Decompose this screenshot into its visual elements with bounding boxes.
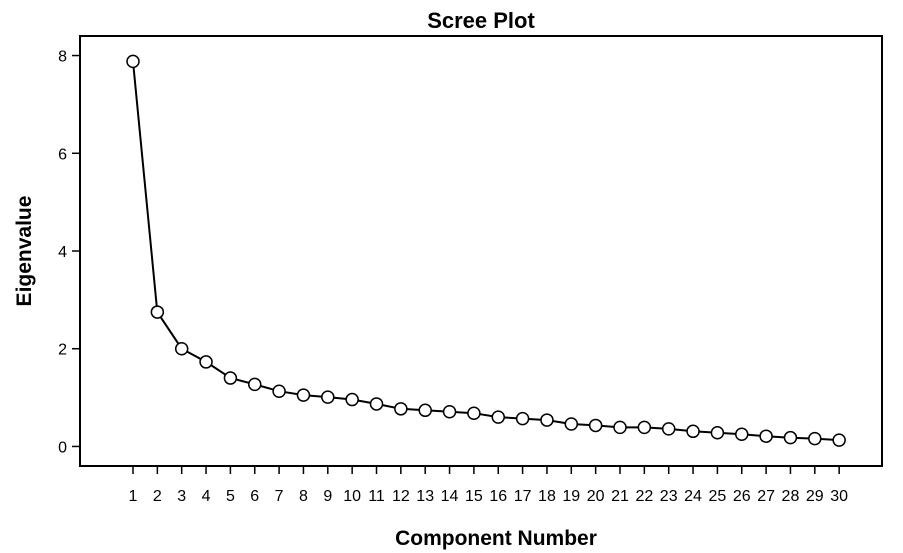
data-point-20 <box>588 418 603 433</box>
data-point-14 <box>442 405 457 419</box>
x-tick-label-15: 15 <box>465 488 483 505</box>
x-tick-label-2: 2 <box>153 488 162 505</box>
y-tick-label-0: 0 <box>58 439 67 456</box>
data-point-8 <box>296 388 311 402</box>
data-point-17 <box>515 411 530 426</box>
x-tick-label-27: 27 <box>757 488 775 505</box>
x-tick-label-5: 5 <box>226 488 235 505</box>
x-tick-label-10: 10 <box>343 488 361 505</box>
x-tick-label-18: 18 <box>538 488 556 505</box>
x-tick-label-20: 20 <box>587 488 605 505</box>
data-point-5 <box>223 371 238 385</box>
y-tick-label-2: 2 <box>58 342 67 359</box>
data-point-13 <box>418 403 432 418</box>
x-tick-label-6: 6 <box>250 488 259 505</box>
x-tick-label-14: 14 <box>441 488 459 505</box>
data-point-2 <box>150 305 165 319</box>
x-tick-label-22: 22 <box>635 488 653 505</box>
data-point-19 <box>564 417 579 431</box>
y-tick-label-6: 6 <box>58 146 67 163</box>
x-tick-label-1: 1 <box>129 488 138 505</box>
data-point-25 <box>710 426 725 440</box>
x-tick-label-9: 9 <box>323 488 332 505</box>
data-point-21 <box>613 420 627 435</box>
data-point-12 <box>394 402 408 416</box>
y-tick-label-8: 8 <box>58 49 67 66</box>
x-tick-label-12: 12 <box>392 488 410 505</box>
series-eigenvalues <box>126 54 846 447</box>
data-point-10 <box>345 392 359 407</box>
x-tick-label-8: 8 <box>299 488 308 505</box>
y-axis-label: Eigenvalue <box>13 196 36 307</box>
data-point-11 <box>369 397 384 411</box>
x-tick-label-28: 28 <box>782 488 800 505</box>
x-tick-label-25: 25 <box>709 488 727 505</box>
x-tick-label-11: 11 <box>368 488 385 505</box>
x-tick-label-13: 13 <box>416 488 434 505</box>
data-point-9 <box>321 390 335 404</box>
data-point-24 <box>686 424 700 439</box>
data-point-1 <box>126 54 140 69</box>
data-point-16 <box>491 410 505 424</box>
x-tick-label-24: 24 <box>684 488 702 505</box>
x-tick-label-23: 23 <box>660 488 678 505</box>
data-point-27 <box>759 429 773 443</box>
data-point-30 <box>832 433 846 447</box>
data-point-18 <box>540 413 554 427</box>
x-tick-label-26: 26 <box>733 488 751 505</box>
data-point-4 <box>199 355 213 369</box>
x-axis: 1 2 3 4 5 6 7 8 9 10 11 12 13 14 15 16 17 18 19 20 21 22 23 24 2… <box>129 466 848 505</box>
x-tick-label-16: 16 <box>489 488 507 505</box>
x-tick-label-21: 21 <box>611 488 629 505</box>
data-point-22 <box>637 420 652 435</box>
data-point-15 <box>467 406 481 420</box>
x-tick-label-29: 29 <box>806 488 824 505</box>
data-point-28 <box>783 430 798 445</box>
x-tick-label-19: 19 <box>562 488 580 505</box>
data-point-3 <box>174 341 189 356</box>
data-point-26 <box>735 427 749 441</box>
data-point-23 <box>661 422 676 436</box>
data-point-6 <box>248 377 262 392</box>
y-tick-label-4: 4 <box>58 244 67 261</box>
plot-frame <box>79 35 883 467</box>
chart-title: Scree Plot <box>427 8 535 33</box>
x-axis-label: Component Number <box>395 527 597 550</box>
y-axis: 0 2 4 6 8 <box>58 49 80 456</box>
x-tick-label-17: 17 <box>514 488 532 505</box>
series-line <box>132 61 840 442</box>
x-tick-label-3: 3 <box>177 488 186 505</box>
x-tick-label-30: 30 <box>830 488 848 505</box>
x-tick-label-7: 7 <box>275 488 284 505</box>
data-point-7 <box>272 384 286 398</box>
data-point-29 <box>808 431 822 446</box>
x-tick-label-4: 4 <box>202 488 211 505</box>
